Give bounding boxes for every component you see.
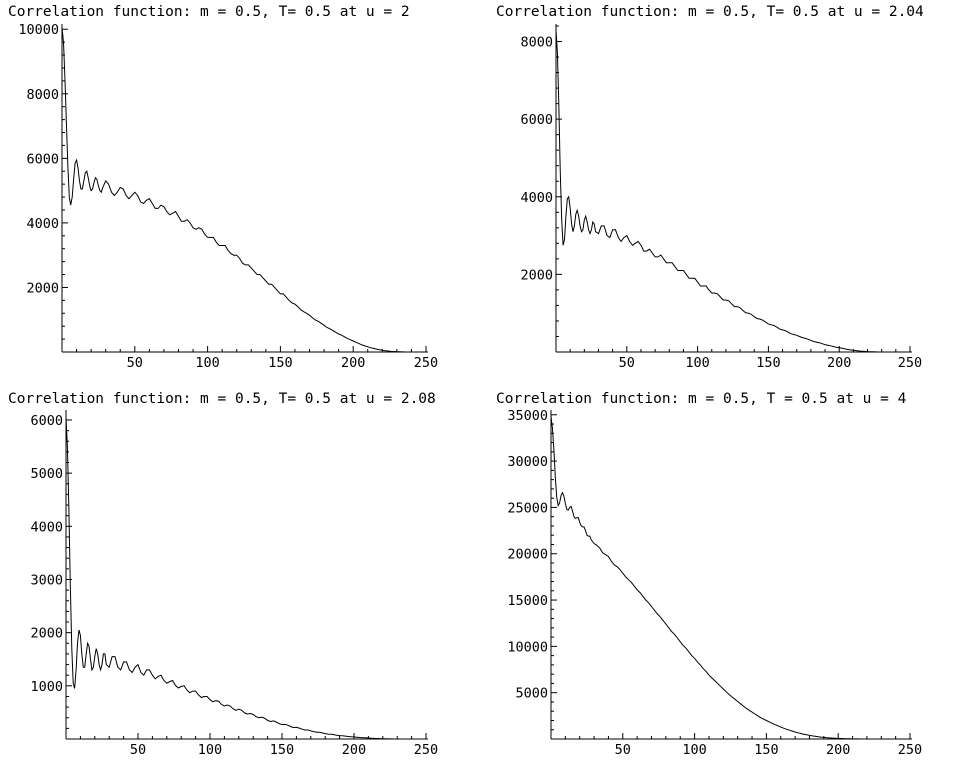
panel-1-x-tick-label: 200 <box>341 355 365 371</box>
panel-1-y-tick-label: 2000 <box>26 280 59 296</box>
panel-1-title: Correlation function: m = 0.5, T= 0.5 at… <box>8 4 410 20</box>
panel-4-y-tick-label: 25000 <box>507 500 548 516</box>
panel-1-x-tick-label: 100 <box>195 355 219 371</box>
panel-4: Correlation function: m = 0.5, T = 0.5 a… <box>496 391 922 758</box>
panel-3-x-tick-label: 200 <box>342 742 366 758</box>
panel-1-y-tick-label: 8000 <box>26 87 59 103</box>
panel-4-x-tick-label: 150 <box>754 742 778 758</box>
panel-1-y-tick-label: 10000 <box>18 22 59 38</box>
panel-4-x-tick-label: 200 <box>826 742 850 758</box>
panel-4-x-tick-label: 100 <box>682 742 706 758</box>
panel-3-y-tick-label: 2000 <box>30 626 63 642</box>
panel-2-y-tick-label: 8000 <box>520 35 553 51</box>
panel-3-title: Correlation function: m = 0.5, T= 0.5 at… <box>8 391 436 407</box>
panel-3-x-tick-label: 50 <box>130 742 146 758</box>
panel-2-x-tick-label: 100 <box>685 355 709 371</box>
panel-1-y-tick-label: 6000 <box>26 151 59 167</box>
panel-2: Correlation function: m = 0.5, T= 0.5 at… <box>496 4 924 371</box>
panel-4-y-tick-label: 30000 <box>507 454 548 470</box>
panel-2-series-line <box>555 29 908 353</box>
panel-3-y-tick-label: 5000 <box>30 466 63 482</box>
panel-4-title: Correlation function: m = 0.5, T = 0.5 a… <box>496 391 907 407</box>
panel-4-x-tick-label: 50 <box>615 742 631 758</box>
panel-3-y-tick-label: 6000 <box>30 413 63 429</box>
panel-4-plot: 50 100 150 200 250 5000 10000 15000 20000 25000 30… <box>507 408 922 758</box>
panel-4-y-tick-label: 15000 <box>507 593 548 609</box>
panel-3-plot: 50 100 150 200 250 1000 2000 3000 4000 5000 6000 <box>30 410 438 758</box>
panel-2-y-tick-label: 6000 <box>520 112 553 128</box>
panel-2-plot: 50 100 150 200 250 2000 4000 6000 8000 <box>520 24 922 371</box>
panel-3-series-line <box>65 417 424 740</box>
panel-2-y-tick-label: 2000 <box>520 267 553 283</box>
panel-1-plot: 50 100 150 200 250 2000 4000 6000 8000 10000 <box>18 22 438 371</box>
panel-3-y-tick-label: 4000 <box>30 519 63 535</box>
panel-4-y-tick-label: 20000 <box>507 547 548 563</box>
panel-3-x-tick-label: 150 <box>270 742 294 758</box>
panel-4-y-tick-label: 5000 <box>515 686 548 702</box>
panel-2-x-tick-label: 200 <box>827 355 851 371</box>
panel-1: Correlation function: m = 0.5, T= 0.5 at… <box>8 4 438 371</box>
panel-3-y-tick-label: 1000 <box>30 679 63 695</box>
panel-2-title: Correlation function: m = 0.5, T= 0.5 at… <box>496 4 924 20</box>
panel-4-y-tick-label: 35000 <box>507 408 548 424</box>
panel-3-y-tick-label: 3000 <box>30 572 63 588</box>
panel-3: Correlation function: m = 0.5, T= 0.5 at… <box>8 391 438 758</box>
panel-1-series-line <box>61 27 424 353</box>
panel-4-y-tick-label: 10000 <box>507 639 548 655</box>
panel-2-x-tick-label: 50 <box>619 355 635 371</box>
panel-3-x-tick-label: 250 <box>414 742 438 758</box>
panel-1-x-tick-label: 50 <box>127 355 143 371</box>
panel-4-series-line <box>550 416 908 740</box>
panel-2-x-tick-label: 250 <box>898 355 922 371</box>
panel-2-x-tick-label: 150 <box>756 355 780 371</box>
panel-1-y-tick-label: 4000 <box>26 216 59 232</box>
panel-4-x-tick-label: 250 <box>898 742 922 758</box>
panel-1-x-tick-label: 250 <box>414 355 438 371</box>
panel-1-x-tick-label: 150 <box>268 355 292 371</box>
panel-3-x-tick-label: 100 <box>198 742 222 758</box>
panel-2-y-tick-label: 4000 <box>520 190 553 206</box>
